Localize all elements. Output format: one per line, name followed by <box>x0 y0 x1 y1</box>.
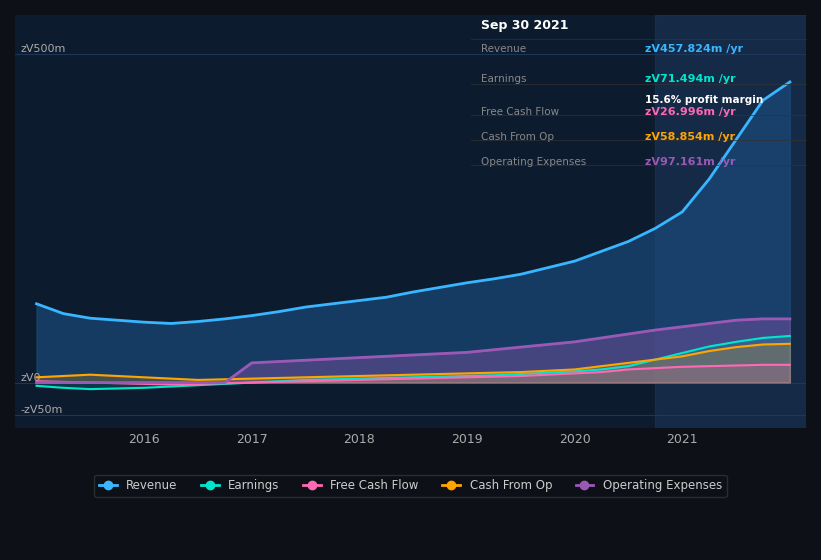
Text: zᐯ71.494m /yr: zᐯ71.494m /yr <box>645 74 736 84</box>
Text: zᐯ457.824m /yr: zᐯ457.824m /yr <box>645 44 744 54</box>
Text: zᐯ58.854m /yr: zᐯ58.854m /yr <box>645 132 736 142</box>
Text: zᐯ0: zᐯ0 <box>21 372 41 382</box>
Text: Sep 30 2021: Sep 30 2021 <box>481 20 569 32</box>
Text: Earnings: Earnings <box>481 74 527 84</box>
Text: Cash From Op: Cash From Op <box>481 132 554 142</box>
Text: zᐯ500m: zᐯ500m <box>21 44 66 54</box>
Text: Revenue: Revenue <box>481 44 526 54</box>
Bar <box>655 15 811 428</box>
Text: -zᐯ50m: -zᐯ50m <box>21 405 62 416</box>
Text: zᐯ97.161m /yr: zᐯ97.161m /yr <box>645 157 736 166</box>
Text: zᐯ26.996m /yr: zᐯ26.996m /yr <box>645 107 736 117</box>
Text: Operating Expenses: Operating Expenses <box>481 157 586 166</box>
Text: 15.6% profit margin: 15.6% profit margin <box>645 95 764 105</box>
Legend: Revenue, Earnings, Free Cash Flow, Cash From Op, Operating Expenses: Revenue, Earnings, Free Cash Flow, Cash … <box>94 474 727 497</box>
Text: Free Cash Flow: Free Cash Flow <box>481 107 559 117</box>
